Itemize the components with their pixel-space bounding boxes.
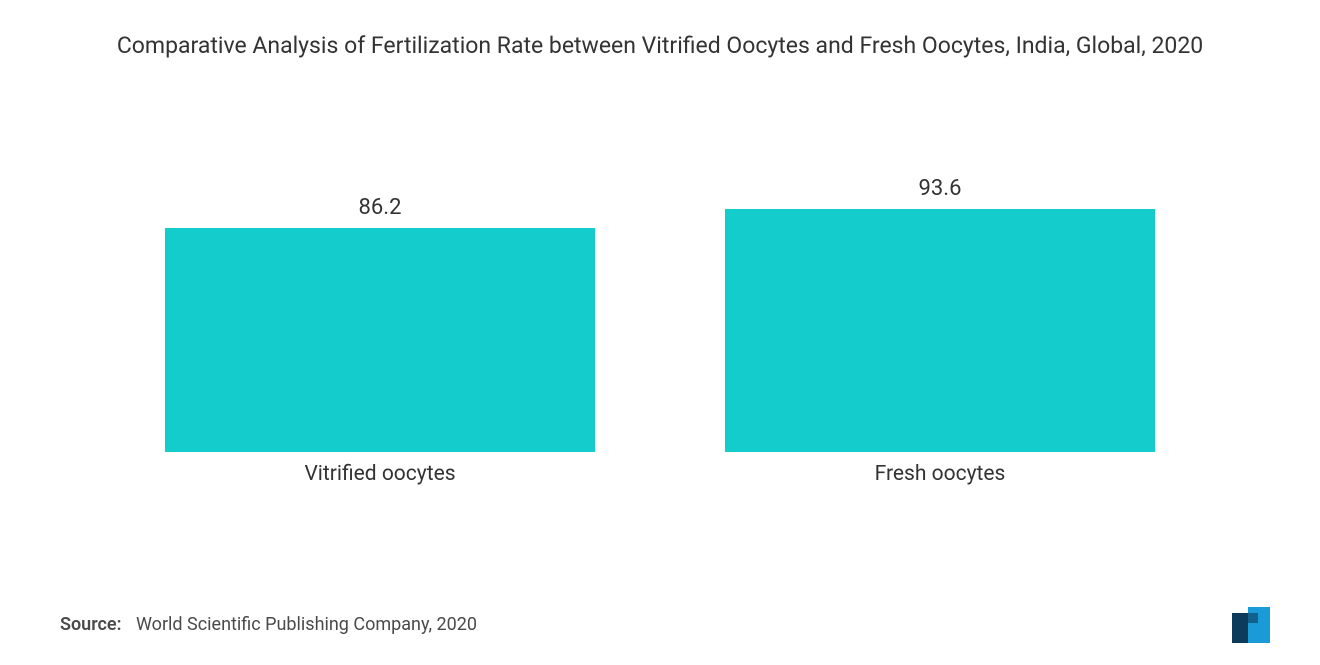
source-text: World Scientific Publishing Company, 202… — [136, 614, 477, 635]
bars-area: 86.2 93.6 — [60, 112, 1260, 452]
source-label: Source: — [60, 614, 122, 635]
bar-vitrified — [165, 228, 595, 452]
bar-group-fresh: 93.6 — [725, 176, 1155, 452]
bar-fresh — [725, 209, 1155, 452]
source-citation: Source: World Scientific Publishing Comp… — [60, 614, 477, 635]
category-label-fresh: Fresh oocytes — [725, 462, 1155, 486]
category-label-vitrified: Vitrified oocytes — [165, 462, 595, 486]
chart-container: Comparative Analysis of Fertilization Ra… — [0, 0, 1320, 665]
category-labels-row: Vitrified oocytes Fresh oocytes — [60, 462, 1260, 486]
bar-value-label: 86.2 — [359, 195, 402, 220]
bar-value-label: 93.6 — [919, 176, 962, 201]
chart-title: Comparative Analysis of Fertilization Ra… — [60, 30, 1260, 62]
brand-logo-icon — [1230, 605, 1280, 645]
bar-group-vitrified: 86.2 — [165, 195, 595, 452]
